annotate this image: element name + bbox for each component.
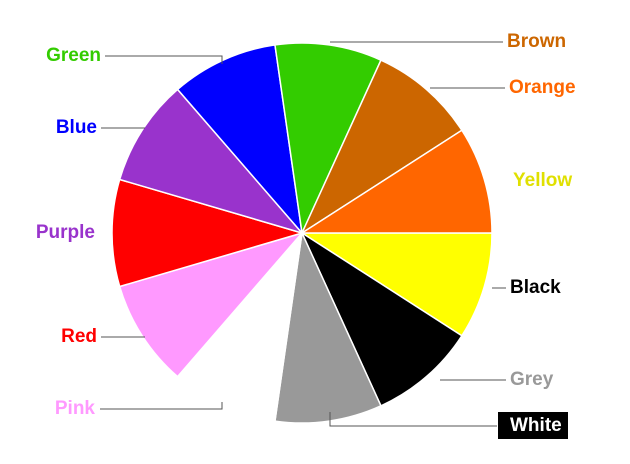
pie-slice-orange [299, 129, 493, 234]
pie-slice-blue [176, 44, 304, 236]
pie-slice-brown [300, 59, 463, 236]
leader-line-white [329, 412, 497, 427]
slice-label-red: Red [61, 326, 97, 347]
slice-label-white: White [510, 415, 562, 436]
slice-label-pink: Pink [55, 398, 96, 419]
slice-label-brown: Brown [507, 31, 566, 52]
slice-label-blue: Blue [56, 117, 97, 138]
pie-slice-red [111, 178, 305, 288]
pie-slice-yellow [299, 232, 493, 337]
slice-label-green: Green [46, 45, 101, 66]
leader-line-pink [100, 402, 223, 410]
pie-slice-black [300, 230, 463, 407]
label-background-white [498, 412, 568, 439]
slice-label-yellow: Yellow [513, 170, 572, 191]
leader-line-green [105, 55, 223, 64]
slice-label-black: Black [510, 277, 561, 298]
pie-slice-purple [118, 88, 305, 235]
pie-slice-pink [118, 231, 305, 378]
slice-label-purple: Purple [36, 222, 95, 243]
slice-label-grey: Grey [510, 369, 554, 390]
pie-slice-green [274, 42, 382, 236]
pie-slice-grey [274, 230, 382, 424]
pie-slice-white [176, 230, 304, 422]
slice-label-orange: Orange [509, 77, 576, 98]
